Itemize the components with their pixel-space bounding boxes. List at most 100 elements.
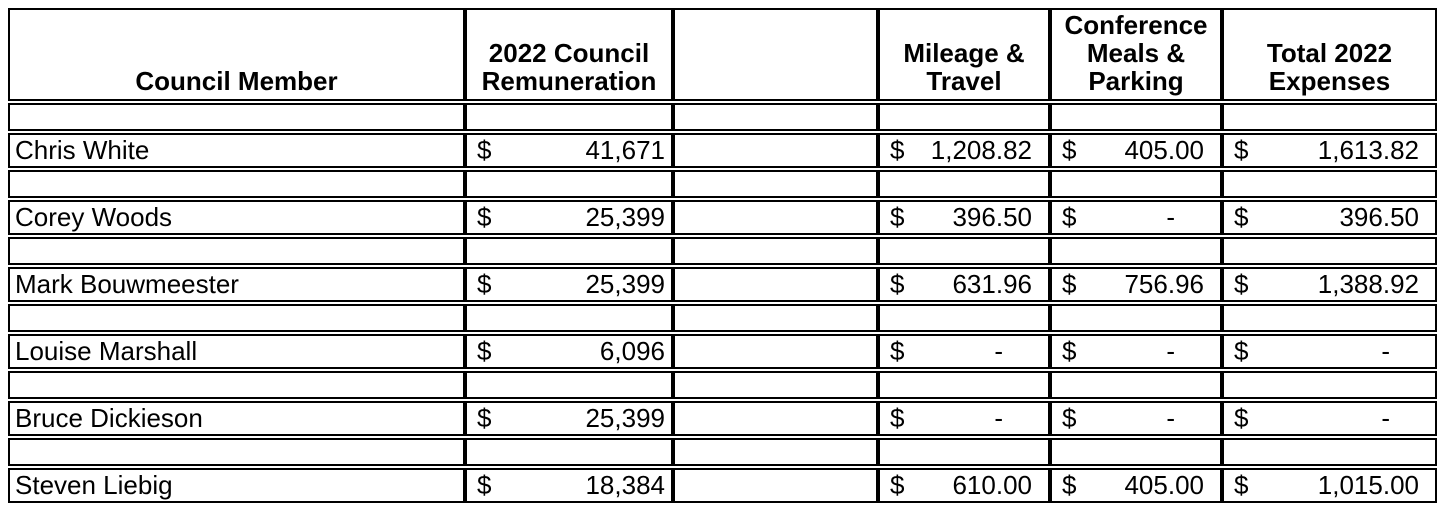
spacer-cell [673, 200, 878, 235]
separator-cell [8, 438, 465, 466]
header-row: Council Member 2022 Council Remuneration M… [8, 8, 1437, 101]
council-expenses-table: Council Member 2022 Council Remuneration M… [8, 6, 1437, 505]
separator-cell [673, 438, 878, 466]
table-row: Steven Liebig $18,384 $610.00 $405.00 $1,015… [8, 468, 1437, 503]
separator-cell [1050, 103, 1222, 131]
separator-cell [1050, 438, 1222, 466]
money-cell-content: $ - [880, 403, 1048, 434]
cell-member: Mark Bouwmeester [8, 267, 465, 302]
spacer-cell [673, 468, 878, 503]
money-cell-content: $1,388.92 [1224, 269, 1435, 300]
amount-value: 631.96 [952, 269, 1032, 299]
cell-total: $ - [1222, 334, 1437, 369]
money-cell-content: $405.00 [1052, 470, 1220, 501]
amount-value: 405.00 [1124, 470, 1204, 500]
separator-cell [465, 371, 673, 399]
cell-mileage: $ - [878, 401, 1050, 436]
money-cell-content: $ - [1224, 336, 1435, 367]
currency-symbol: $ [890, 470, 905, 500]
money-cell-content: $41,671 [467, 135, 671, 166]
currency-symbol: $ [1234, 336, 1249, 366]
spacer-cell [673, 267, 878, 302]
amount-value: 25,399 [585, 202, 665, 232]
separator-row [8, 103, 1437, 131]
separator-cell [8, 103, 465, 131]
separator-cell [465, 237, 673, 265]
separator-cell [673, 371, 878, 399]
separator-cell [1222, 371, 1437, 399]
cell-conference: $405.00 [1050, 468, 1222, 503]
amount-value: 25,399 [585, 269, 665, 299]
cell-total: $396.50 [1222, 200, 1437, 235]
cell-member: Louise Marshall [8, 334, 465, 369]
cell-member: Corey Woods [8, 200, 465, 235]
separator-cell [1222, 237, 1437, 265]
currency-symbol: $ [477, 470, 492, 500]
cell-remuneration: $25,399 [465, 401, 673, 436]
separator-cell [878, 103, 1050, 131]
money-cell-content: $ - [1052, 202, 1220, 233]
spacer-cell [673, 401, 878, 436]
separator-cell [878, 371, 1050, 399]
separator-row [8, 237, 1437, 265]
separator-cell [8, 371, 465, 399]
separator-cell [1050, 170, 1222, 198]
money-cell-content: $25,399 [467, 202, 671, 233]
cell-total: $1,388.92 [1222, 267, 1437, 302]
cell-member: Steven Liebig [8, 468, 465, 503]
cell-total: $1,015.00 [1222, 468, 1437, 503]
money-cell-content: $1,015.00 [1224, 470, 1435, 501]
currency-symbol: $ [477, 269, 492, 299]
cell-conference: $ - [1050, 401, 1222, 436]
cell-conference: $756.96 [1050, 267, 1222, 302]
currency-symbol: $ [1062, 336, 1077, 366]
cell-mileage: $610.00 [878, 468, 1050, 503]
table-row: Mark Bouwmeester $25,399 $631.96 $756.96 $1,… [8, 267, 1437, 302]
currency-symbol: $ [890, 202, 905, 232]
money-cell-content: $610.00 [880, 470, 1048, 501]
column-header-spacer [673, 8, 878, 101]
column-header-member: Council Member [8, 8, 465, 101]
separator-row [8, 371, 1437, 399]
cell-mileage: $396.50 [878, 200, 1050, 235]
money-cell-content: $18,384 [467, 470, 671, 501]
money-cell-content: $25,399 [467, 403, 671, 434]
currency-symbol: $ [890, 403, 905, 433]
separator-cell [878, 304, 1050, 332]
amount-value: 1,613.82 [1317, 135, 1419, 165]
money-cell-content: $396.50 [1224, 202, 1435, 233]
currency-symbol: $ [477, 403, 492, 433]
separator-cell [8, 170, 465, 198]
cell-total: $ - [1222, 401, 1437, 436]
amount-value: 756.96 [1124, 269, 1204, 299]
amount-value: 405.00 [1124, 135, 1204, 165]
money-cell-content: $6,096 [467, 336, 671, 367]
amount-value: 25,399 [585, 403, 665, 433]
currency-symbol: $ [890, 269, 905, 299]
money-cell-content: $631.96 [880, 269, 1048, 300]
separator-cell [1222, 304, 1437, 332]
separator-cell [8, 237, 465, 265]
amount-value: 41,671 [585, 135, 665, 165]
currency-symbol: $ [1234, 269, 1249, 299]
separator-cell [465, 103, 673, 131]
currency-symbol: $ [1234, 202, 1249, 232]
spacer-cell [673, 334, 878, 369]
separator-cell [465, 438, 673, 466]
amount-value: 6,096 [599, 336, 665, 366]
table-row: Chris White $41,671 $1,208.82 $405.00 $1,613… [8, 133, 1437, 168]
amount-value: 610.00 [952, 470, 1032, 500]
amount-value: 1,208.82 [930, 135, 1032, 165]
money-cell-content: $ - [1224, 403, 1435, 434]
cell-remuneration: $41,671 [465, 133, 673, 168]
cell-remuneration: $18,384 [465, 468, 673, 503]
cell-member: Chris White [8, 133, 465, 168]
separator-cell [878, 438, 1050, 466]
table-row: Corey Woods $25,399 $396.50 $ - $396.50 [8, 200, 1437, 235]
separator-row [8, 438, 1437, 466]
money-cell-content: $396.50 [880, 202, 1048, 233]
column-header-mileage: Mileage & Travel [878, 8, 1050, 101]
currency-symbol: $ [890, 336, 905, 366]
money-cell-content: $405.00 [1052, 135, 1220, 166]
currency-symbol: $ [477, 135, 492, 165]
